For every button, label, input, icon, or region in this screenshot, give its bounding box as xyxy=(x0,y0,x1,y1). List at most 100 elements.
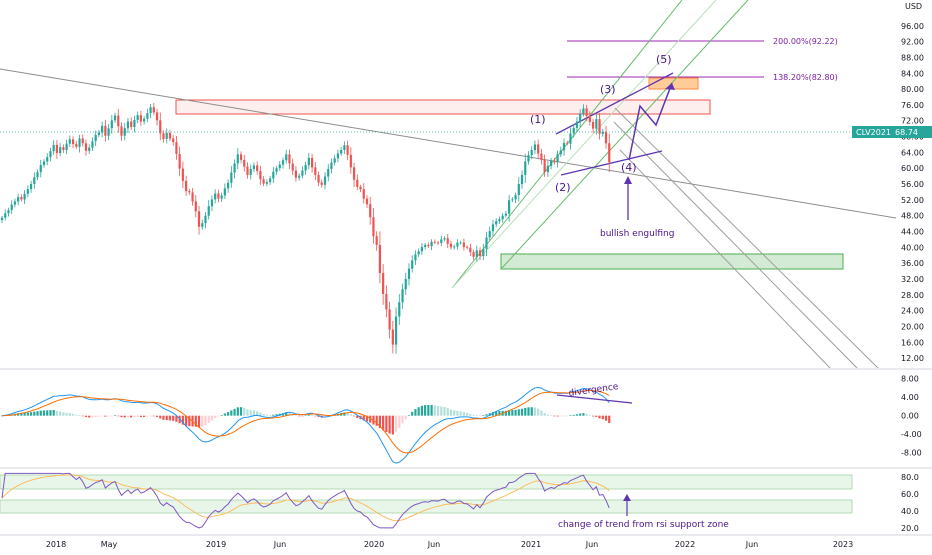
candle[interactable] xyxy=(65,139,68,155)
candle[interactable] xyxy=(71,136,75,149)
candle[interactable] xyxy=(36,169,39,181)
rsi-support-zone[interactable] xyxy=(0,499,853,514)
candle[interactable] xyxy=(449,240,453,250)
rsi-ma-line[interactable] xyxy=(1,474,610,522)
candle[interactable] xyxy=(29,180,33,193)
wave-lower-line[interactable] xyxy=(560,150,663,176)
candle[interactable] xyxy=(49,147,52,162)
candle[interactable] xyxy=(236,148,239,170)
candle[interactable] xyxy=(168,129,172,142)
candle[interactable] xyxy=(281,157,285,169)
candle[interactable] xyxy=(508,194,511,222)
candle[interactable] xyxy=(62,144,65,154)
candle[interactable] xyxy=(291,158,294,176)
macd-divergence-line[interactable] xyxy=(556,394,633,404)
candle[interactable] xyxy=(230,166,233,188)
candle[interactable] xyxy=(126,117,130,134)
candle[interactable] xyxy=(23,190,26,204)
candle[interactable] xyxy=(197,205,201,235)
candle[interactable] xyxy=(362,183,365,204)
candle[interactable] xyxy=(601,129,604,137)
candle[interactable] xyxy=(256,161,259,175)
candle[interactable] xyxy=(562,138,566,156)
candle[interactable] xyxy=(517,177,520,202)
candle[interactable] xyxy=(298,173,301,181)
candle[interactable] xyxy=(101,121,104,138)
candle[interactable] xyxy=(233,159,236,179)
candle[interactable] xyxy=(407,263,411,286)
candle[interactable] xyxy=(537,139,540,159)
rsi-axis[interactable]: 80.0 60.0 40.0 20.0 xyxy=(901,473,919,533)
candle[interactable] xyxy=(585,104,588,122)
descending-line-2[interactable] xyxy=(613,121,858,369)
candle[interactable] xyxy=(149,103,152,118)
candle[interactable] xyxy=(191,188,194,206)
candle[interactable] xyxy=(359,184,362,193)
candle[interactable] xyxy=(268,175,272,185)
long-term-trendline[interactable] xyxy=(0,68,897,219)
candle[interactable] xyxy=(472,249,475,260)
candle[interactable] xyxy=(20,194,23,202)
candle[interactable] xyxy=(165,128,168,144)
candle[interactable] xyxy=(155,108,159,126)
candle[interactable] xyxy=(504,210,507,218)
wave-projection-path[interactable] xyxy=(628,82,673,161)
support-zone[interactable] xyxy=(500,253,844,270)
candle[interactable] xyxy=(178,146,181,177)
candle[interactable] xyxy=(582,104,585,117)
candle[interactable] xyxy=(272,166,275,183)
candle[interactable] xyxy=(133,115,136,133)
candle[interactable] xyxy=(91,137,94,152)
candle[interactable] xyxy=(97,129,100,138)
wave-upper-line[interactable] xyxy=(555,72,674,135)
candle[interactable] xyxy=(210,195,214,212)
candle[interactable] xyxy=(559,146,562,158)
candle[interactable] xyxy=(482,243,485,261)
candle[interactable] xyxy=(553,157,556,165)
candle[interactable] xyxy=(569,127,572,150)
candle[interactable] xyxy=(401,283,404,309)
candle[interactable] xyxy=(259,165,262,185)
candle[interactable] xyxy=(123,122,126,141)
candle[interactable] xyxy=(327,163,330,182)
candle[interactable] xyxy=(382,264,385,305)
candle[interactable] xyxy=(113,112,117,123)
candle[interactable] xyxy=(285,149,288,164)
candle[interactable] xyxy=(46,153,49,166)
candle[interactable] xyxy=(88,144,91,154)
candle[interactable] xyxy=(214,189,217,204)
candle[interactable] xyxy=(194,195,197,218)
candle[interactable] xyxy=(333,154,336,166)
candle[interactable] xyxy=(491,219,495,237)
candle[interactable] xyxy=(4,209,7,221)
time-axis[interactable]: 2018 May 2019 Jun 2020 Jun 2021 Jun 2022 Jun 2023 xyxy=(46,540,853,549)
candle[interactable] xyxy=(75,140,78,149)
candle[interactable] xyxy=(323,172,327,190)
candle[interactable] xyxy=(0,215,4,224)
candle[interactable] xyxy=(469,243,472,257)
candle[interactable] xyxy=(104,119,107,142)
candle[interactable] xyxy=(524,153,527,183)
candle[interactable] xyxy=(485,231,488,256)
candle[interactable] xyxy=(159,112,162,141)
candle[interactable] xyxy=(530,146,533,160)
candle[interactable] xyxy=(278,161,281,171)
candle[interactable] xyxy=(330,158,333,174)
candle[interactable] xyxy=(175,135,178,160)
candle[interactable] xyxy=(185,175,188,196)
macd-axis[interactable]: 8.00 4.00 0.00 -4.00 -8.00 xyxy=(901,375,922,458)
candle[interactable] xyxy=(394,307,398,354)
candle[interactable] xyxy=(33,172,36,189)
candle[interactable] xyxy=(94,130,97,147)
candle[interactable] xyxy=(52,140,55,155)
descending-line-3[interactable] xyxy=(619,149,831,369)
candle[interactable] xyxy=(301,166,304,179)
candle[interactable] xyxy=(223,183,226,199)
candle[interactable] xyxy=(262,176,265,187)
candle[interactable] xyxy=(81,134,84,147)
candle[interactable] xyxy=(572,124,575,138)
candle[interactable] xyxy=(533,140,537,154)
candle[interactable] xyxy=(456,239,459,250)
candle[interactable] xyxy=(459,240,462,245)
